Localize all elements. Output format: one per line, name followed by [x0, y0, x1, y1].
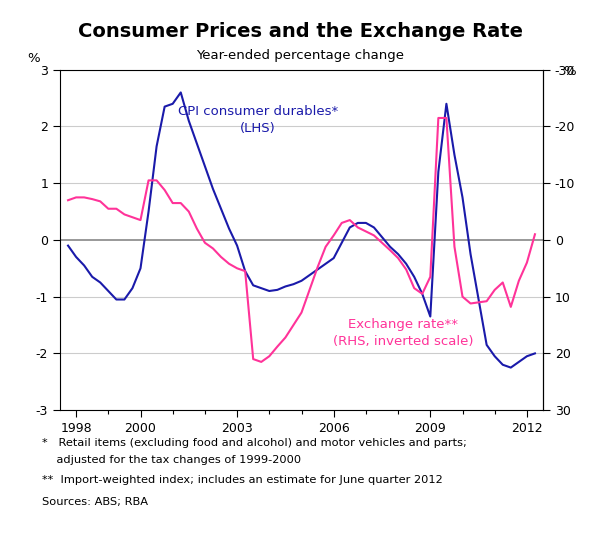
Text: *   Retail items (excluding food and alcohol) and motor vehicles and parts;: * Retail items (excluding food and alcoh… — [42, 438, 467, 448]
Text: Sources: ABS; RBA: Sources: ABS; RBA — [42, 497, 148, 507]
Text: CPI consumer durables*
(LHS): CPI consumer durables* (LHS) — [178, 105, 338, 136]
Y-axis label: %: % — [563, 65, 576, 78]
Y-axis label: %: % — [27, 52, 40, 65]
Text: Consumer Prices and the Exchange Rate: Consumer Prices and the Exchange Rate — [77, 22, 523, 41]
Text: Year-ended percentage change: Year-ended percentage change — [196, 49, 404, 62]
Text: adjusted for the tax changes of 1999-2000: adjusted for the tax changes of 1999-200… — [42, 455, 301, 465]
Text: Exchange rate**
(RHS, inverted scale): Exchange rate** (RHS, inverted scale) — [332, 318, 473, 348]
Text: **  Import-weighted index; includes an estimate for June quarter 2012: ** Import-weighted index; includes an es… — [42, 475, 443, 485]
